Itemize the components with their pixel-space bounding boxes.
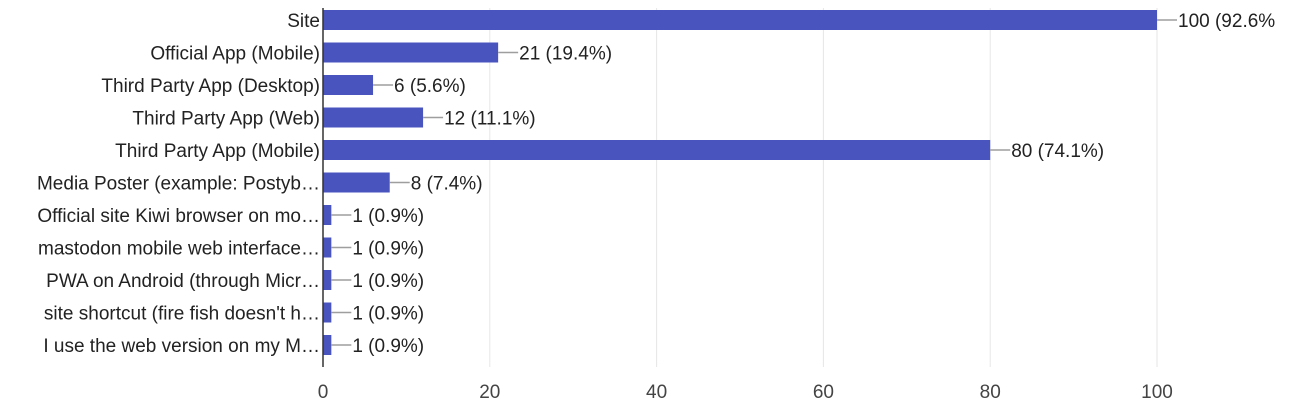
bar	[323, 140, 991, 160]
category-label: Site	[287, 11, 320, 32]
x-tick-label: 40	[646, 382, 667, 403]
category-label: Media Poster (example: Postyb…	[37, 174, 320, 195]
data-label: 80 (74.1%)	[1011, 141, 1104, 162]
bar	[323, 107, 424, 128]
category-label: Third Party App (Web)	[132, 109, 320, 130]
data-label: 8 (7.4%)	[411, 174, 483, 195]
category-label: PWA on Android (through Micr…	[46, 271, 320, 292]
data-label: 100 (92.6%	[1178, 11, 1275, 32]
bar	[323, 270, 332, 290]
bar	[323, 42, 499, 63]
bar	[323, 172, 390, 193]
x-tick-label: 20	[479, 382, 500, 403]
bar	[323, 237, 332, 258]
labels-layer: Site 100 (92.6% Official App (Mobile) 21 (1…	[37, 11, 1275, 357]
category-label: mastodon mobile web interface…	[38, 239, 320, 260]
bars-layer	[323, 10, 1157, 355]
data-label: 21 (19.4%)	[519, 44, 612, 65]
x-tick-label: 100	[1141, 382, 1173, 403]
bar	[323, 302, 332, 323]
category-label: Official App (Mobile)	[150, 44, 320, 65]
x-tick-label: 60	[813, 382, 834, 403]
bar	[323, 75, 374, 95]
bar	[323, 205, 332, 225]
x-tick-label: 80	[980, 382, 1001, 403]
category-label: Third Party App (Desktop)	[101, 76, 320, 97]
data-label: 1 (0.9%)	[352, 304, 424, 325]
bar	[323, 10, 1157, 30]
data-label: 1 (0.9%)	[352, 206, 424, 227]
category-label: site shortcut (fire fish doesn't h…	[44, 304, 320, 325]
x-tick-label: 0	[318, 382, 329, 403]
data-label: 1 (0.9%)	[352, 336, 424, 357]
x-axis-ticks: 0 20 40 60 80 100	[318, 382, 1173, 403]
category-label: I use the web version on my M…	[43, 336, 320, 357]
category-label: Third Party App (Mobile)	[115, 141, 320, 162]
data-label: 6 (5.6%)	[394, 76, 466, 97]
bar	[323, 335, 332, 355]
category-label: Official site Kiwi browser on mo…	[37, 206, 320, 227]
data-label: 12 (11.1%)	[444, 109, 536, 130]
data-label: 1 (0.9%)	[352, 239, 424, 260]
data-label: 1 (0.9%)	[352, 271, 424, 292]
grid-layer	[489, 8, 1158, 367]
